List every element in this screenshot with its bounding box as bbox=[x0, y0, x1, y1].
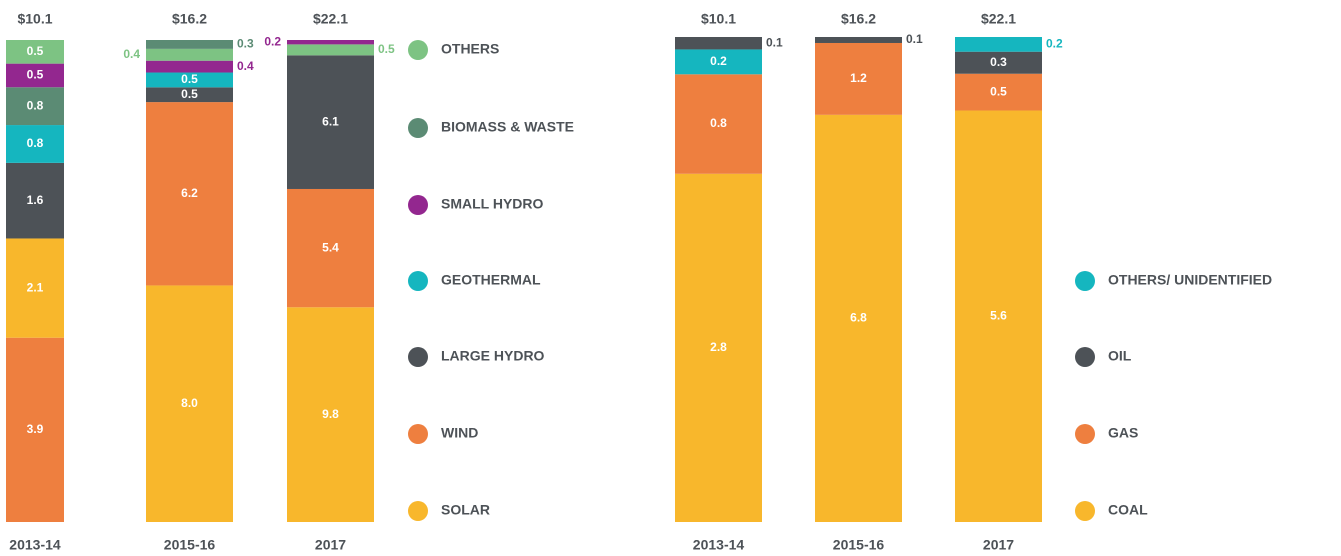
bar-segment bbox=[146, 48, 233, 61]
bar-segment bbox=[287, 40, 374, 45]
data-label: 5.4 bbox=[322, 240, 339, 254]
bar-segment bbox=[675, 74, 762, 174]
legend-label: SMALL HYDRO bbox=[441, 196, 544, 212]
data-label: 1.6 bbox=[27, 193, 44, 207]
data-label: 0.8 bbox=[710, 116, 727, 130]
data-label: 0.2 bbox=[264, 34, 281, 48]
legend-label: COAL bbox=[1108, 502, 1148, 518]
bar-segment bbox=[287, 188, 374, 308]
category-label: 2017 bbox=[315, 537, 346, 553]
bar-segment bbox=[675, 173, 762, 523]
legend-label: SOLAR bbox=[441, 502, 490, 518]
legend-swatch bbox=[408, 195, 428, 215]
legend-swatch bbox=[1075, 347, 1095, 367]
bar-segment bbox=[287, 44, 374, 56]
data-label: 9.8 bbox=[322, 407, 339, 421]
legend-label: OTHERS bbox=[441, 41, 499, 57]
bar-segment bbox=[6, 125, 64, 163]
bar-segment bbox=[815, 42, 902, 115]
bar-segment bbox=[955, 73, 1042, 111]
category-label: 2015-16 bbox=[833, 537, 885, 553]
bar-segment bbox=[146, 72, 233, 88]
legend-label: OIL bbox=[1108, 348, 1132, 364]
data-label: 6.1 bbox=[322, 114, 339, 128]
legend-label: GAS bbox=[1108, 425, 1138, 441]
legend-swatch bbox=[408, 501, 428, 521]
data-label: 5.6 bbox=[990, 308, 1007, 322]
total-label: $22.1 bbox=[981, 11, 1016, 27]
data-label: 0.1 bbox=[766, 35, 783, 49]
bar-segment bbox=[146, 40, 233, 49]
bar-segment bbox=[6, 63, 64, 88]
bar-segment bbox=[6, 40, 64, 64]
bar-segment bbox=[6, 87, 64, 126]
bar-segment bbox=[146, 60, 233, 73]
data-label: 0.5 bbox=[27, 68, 44, 82]
data-label: 0.2 bbox=[1046, 37, 1063, 51]
total-label: $10.1 bbox=[17, 11, 52, 27]
bar-segment bbox=[815, 114, 902, 522]
legend-swatch bbox=[408, 271, 428, 291]
category-label: 2017 bbox=[983, 537, 1014, 553]
data-label: 1.2 bbox=[850, 71, 867, 85]
data-label: 3.9 bbox=[27, 422, 44, 436]
legend-label: GEOTHERMAL bbox=[441, 272, 541, 288]
data-label: 0.8 bbox=[27, 136, 44, 150]
bar-segment bbox=[815, 37, 902, 43]
data-label: 2.8 bbox=[710, 340, 727, 354]
data-label: 6.8 bbox=[850, 311, 867, 325]
data-label: 8.0 bbox=[181, 396, 198, 410]
data-label: 0.4 bbox=[237, 59, 254, 73]
bar-segment bbox=[955, 110, 1042, 522]
legend-swatch bbox=[408, 40, 428, 60]
bar-segment bbox=[146, 87, 233, 103]
bar-segment bbox=[675, 37, 762, 50]
data-label: 0.5 bbox=[181, 87, 198, 101]
legend-label: LARGE HYDRO bbox=[441, 348, 545, 364]
bar-segment bbox=[955, 51, 1042, 74]
legend-swatch bbox=[1075, 424, 1095, 444]
legend-swatch bbox=[1075, 271, 1095, 291]
data-label: 0.5 bbox=[378, 42, 395, 56]
data-label: 6.2 bbox=[181, 186, 198, 200]
bar-segment bbox=[287, 307, 374, 522]
total-label: $22.1 bbox=[313, 11, 348, 27]
bar-segment bbox=[146, 102, 233, 286]
bar-segment bbox=[287, 55, 374, 189]
data-label: 0.5 bbox=[181, 72, 198, 86]
data-label: 0.1 bbox=[906, 32, 923, 46]
data-label: 0.5 bbox=[990, 84, 1007, 98]
data-label: 0.4 bbox=[123, 47, 140, 61]
legend-label: OTHERS/ UNIDENTIFIED bbox=[1108, 272, 1272, 288]
legend-swatch bbox=[408, 424, 428, 444]
bar-segment bbox=[146, 285, 233, 522]
total-label: $10.1 bbox=[701, 11, 736, 27]
data-label: 0.8 bbox=[27, 98, 44, 112]
bar-segment bbox=[955, 37, 1042, 52]
bar-segment bbox=[6, 238, 64, 338]
legend-label: WIND bbox=[441, 425, 478, 441]
total-label: $16.2 bbox=[841, 11, 876, 27]
data-label: 0.3 bbox=[990, 55, 1007, 69]
category-label: 2015-16 bbox=[164, 537, 216, 553]
legend-label: BIOMASS & WASTE bbox=[441, 119, 574, 135]
bar-segment bbox=[675, 49, 762, 75]
legend-swatch bbox=[408, 347, 428, 367]
category-label: 2013-14 bbox=[9, 537, 61, 553]
bar-segment bbox=[6, 162, 64, 239]
legend-swatch bbox=[408, 118, 428, 138]
bar-segment bbox=[6, 337, 64, 522]
category-label: 2013-14 bbox=[693, 537, 745, 553]
data-label: 0.2 bbox=[710, 54, 727, 68]
total-label: $16.2 bbox=[172, 11, 207, 27]
data-label: 2.1 bbox=[27, 280, 44, 294]
legend-swatch bbox=[1075, 501, 1095, 521]
data-label: 0.3 bbox=[237, 37, 254, 51]
data-label: 0.5 bbox=[27, 44, 44, 58]
